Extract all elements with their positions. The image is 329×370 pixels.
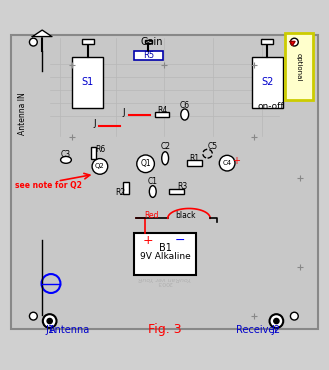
Bar	[155, 112, 169, 117]
Text: R6: R6	[95, 145, 105, 154]
Text: black: black	[175, 211, 196, 219]
Ellipse shape	[149, 186, 156, 198]
Polygon shape	[32, 30, 52, 37]
Text: Q2: Q2	[95, 164, 105, 169]
Ellipse shape	[61, 157, 71, 163]
Circle shape	[269, 314, 283, 328]
Text: 9V Alkaline: 9V Alkaline	[140, 252, 190, 260]
Text: S1: S1	[82, 77, 94, 87]
Text: Antenna: Antenna	[49, 324, 90, 334]
Text: J2: J2	[272, 324, 281, 334]
Text: R2: R2	[115, 188, 126, 197]
Circle shape	[92, 159, 108, 174]
Text: optional: optional	[296, 53, 302, 81]
Bar	[145, 40, 152, 43]
Circle shape	[291, 38, 298, 46]
Ellipse shape	[181, 109, 189, 120]
Bar	[285, 33, 313, 100]
Bar	[72, 57, 103, 108]
Circle shape	[29, 312, 37, 320]
Circle shape	[291, 312, 298, 320]
Text: Receiver: Receiver	[236, 324, 278, 334]
Text: Red: Red	[144, 212, 159, 221]
Text: C3: C3	[61, 150, 71, 159]
Text: R3: R3	[177, 182, 188, 191]
Text: Antenna IN: Antenna IN	[18, 92, 27, 135]
Bar	[261, 38, 273, 44]
Text: J: J	[93, 119, 96, 128]
Text: −: −	[175, 234, 186, 247]
Bar	[134, 51, 163, 60]
Bar	[134, 233, 196, 275]
Text: R1: R1	[189, 154, 199, 164]
Bar	[123, 182, 129, 195]
Text: see note for Q2: see note for Q2	[15, 181, 82, 191]
Bar	[169, 189, 184, 194]
Ellipse shape	[203, 149, 212, 158]
Text: J1: J1	[45, 324, 54, 334]
Text: +: +	[232, 156, 240, 166]
Text: C5: C5	[208, 142, 218, 151]
Text: 2003: 2003	[157, 280, 172, 285]
Bar	[90, 147, 96, 159]
Bar	[187, 160, 202, 166]
Bar	[82, 38, 94, 44]
Text: C1: C1	[148, 177, 158, 186]
Bar	[252, 57, 283, 108]
Text: J: J	[122, 108, 125, 117]
Text: C2: C2	[160, 142, 170, 151]
Circle shape	[137, 155, 154, 172]
Circle shape	[219, 155, 235, 171]
Circle shape	[47, 319, 52, 324]
Text: S2: S2	[261, 77, 273, 87]
Text: on-off: on-off	[257, 101, 284, 111]
Circle shape	[274, 319, 279, 324]
Text: B1: B1	[159, 243, 172, 253]
Circle shape	[29, 38, 37, 46]
Text: Q1: Q1	[140, 159, 151, 168]
Text: C4: C4	[223, 160, 232, 166]
Ellipse shape	[162, 152, 168, 165]
Text: C6: C6	[180, 101, 190, 110]
Circle shape	[43, 314, 57, 328]
Text: R4: R4	[157, 106, 167, 115]
Text: +: +	[143, 234, 154, 247]
Text: R5: R5	[143, 51, 154, 60]
Polygon shape	[290, 41, 295, 46]
Text: Gain: Gain	[140, 37, 163, 47]
Text: Fig. 3: Fig. 3	[148, 323, 181, 336]
Text: YouRan ver YouR: YouRan ver YouR	[138, 276, 191, 281]
